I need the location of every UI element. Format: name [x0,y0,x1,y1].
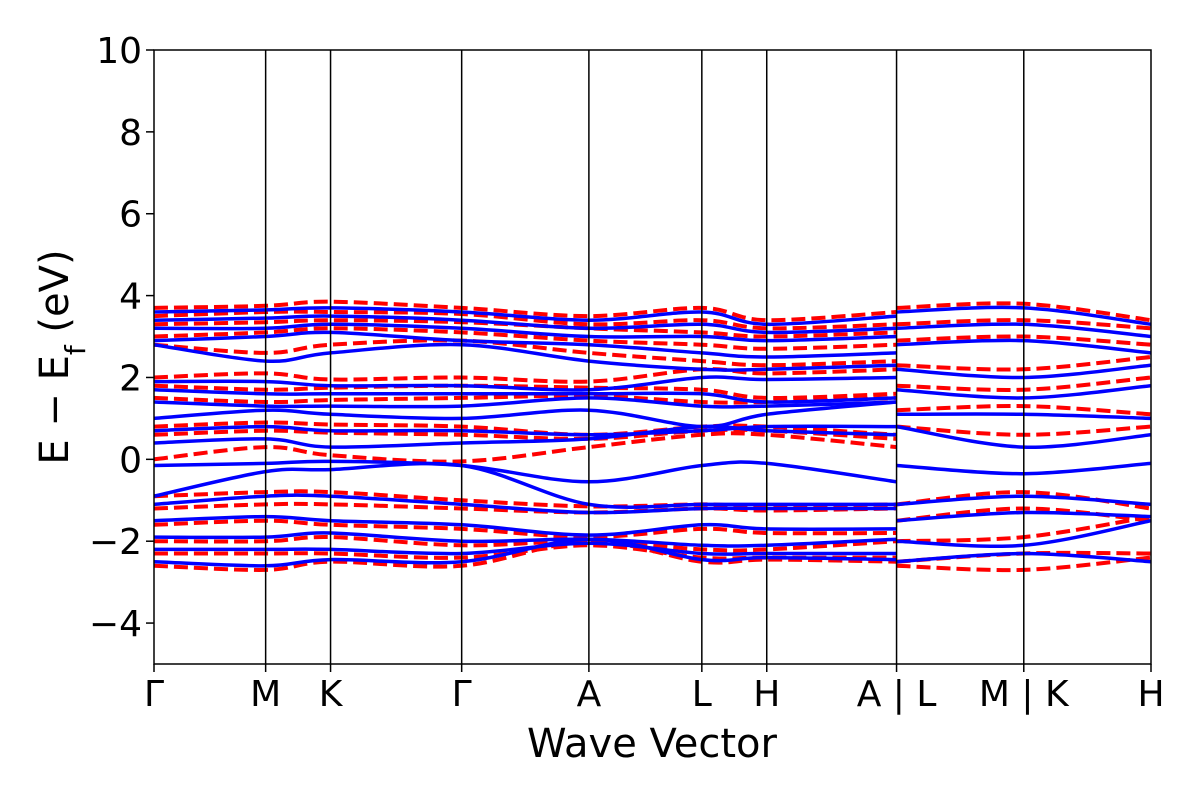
x-tick-label: M [250,674,281,715]
y-tick-label: 0 [119,440,142,481]
y-axis-ticks: −4 −2 0 2 4 6 8 10 [89,31,154,645]
y-tick-label: 8 [119,113,142,154]
band-dashed-10 [154,431,897,464]
band-dashed-16 [154,539,897,572]
y-tick-label: 4 [119,277,142,318]
x-tick-label: L [692,674,712,715]
x-tick-label: M | K [979,674,1070,715]
y-tick-label: −2 [89,522,142,563]
x-tick-label: K [319,674,344,715]
x-tick-label: A | L [857,674,937,715]
y-tick-label: 6 [119,195,142,236]
x-tick-label: Γ [452,674,472,715]
x-axis-label: Wave Vector [527,721,778,767]
x-tick-label: A [577,674,602,715]
plot-frame [153,49,1152,665]
y-tick-label: −4 [89,604,142,645]
y-tick-label: 10 [96,31,142,72]
kpoint-lines [264,50,1025,664]
y-axis-label: E − Ef (eV) [32,249,92,464]
x-tick-label: H [753,674,780,715]
x-tick-label: Γ [144,674,164,715]
band-dashed-4 [154,338,897,368]
band-dashed-5 [154,367,897,384]
x-tick-label: H [1137,674,1164,715]
band-dashed-0 [154,299,897,323]
y-tick-label: 2 [119,358,142,399]
